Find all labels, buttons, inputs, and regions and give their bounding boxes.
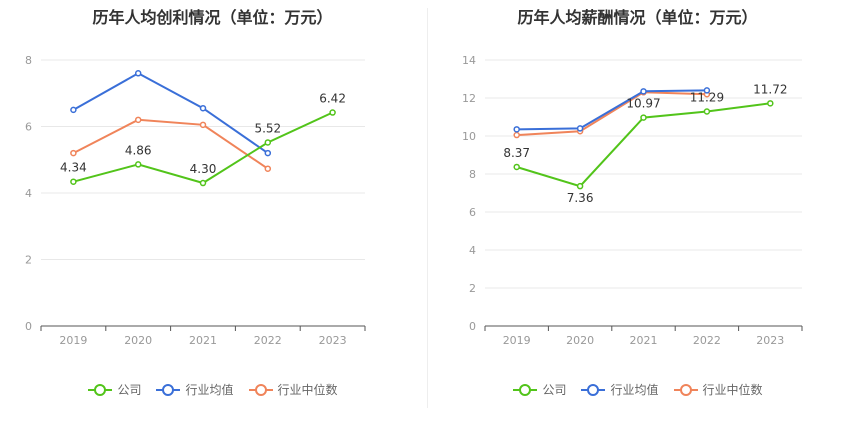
- data-point-company: [264, 139, 272, 146]
- data-point-company: [513, 163, 520, 171]
- chart-per-capita-profit: 历年人均创利情况（单位：万元） 0 2 4 6 8 2019 2020 2021 2022 202…: [0, 8, 425, 398]
- plot-area: 0 2 4 6 8 2019 2020 2021 2022 2023 4.34 4.86 4.30 5.5…: [25, 54, 366, 347]
- y-tick-label: 2: [469, 282, 476, 295]
- data-point-company: [767, 100, 774, 107]
- data-label: 11.72: [753, 82, 787, 96]
- data-point-industry-median: [199, 121, 207, 129]
- legend-item-company[interactable]: 公司: [512, 381, 566, 398]
- legend-label-industry-median: 行业中位数: [702, 383, 763, 397]
- data-point-industry-avg: [70, 106, 77, 114]
- x-tick-label: 2022: [693, 334, 721, 347]
- legend: 公司 行业均值 行业中位数: [0, 381, 425, 398]
- data-point-industry-avg: [134, 70, 142, 77]
- legend-item-industry-median[interactable]: 行业中位数: [248, 381, 338, 398]
- data-point-industry-avg: [513, 126, 520, 133]
- data-point-industry-avg: [264, 149, 272, 157]
- data-label: 10.97: [626, 97, 660, 111]
- y-tick-label: 8: [469, 168, 476, 181]
- data-point-company: [199, 179, 207, 187]
- data-label: 7.36: [567, 191, 594, 205]
- y-tick-label: 0: [25, 320, 32, 333]
- data-label: 8.37: [503, 146, 530, 160]
- legend-label-company: 公司: [117, 383, 142, 397]
- data-label: 6.42: [319, 92, 346, 106]
- series-line-industry-avg: [72, 72, 269, 154]
- legend-industry-avg-icon: [156, 383, 181, 396]
- legend-item-industry-avg[interactable]: 行业均值: [580, 381, 659, 398]
- data-label: 4.86: [125, 143, 152, 157]
- legend-item-industry-avg[interactable]: 行业均值: [155, 381, 234, 398]
- data-point-company: [134, 161, 142, 168]
- x-tick-label: 2019: [59, 334, 87, 347]
- x-tick-label: 2022: [254, 334, 282, 347]
- legend-company-icon: [513, 383, 538, 396]
- y-tick-label: 6: [25, 121, 32, 134]
- series-line-industry-median: [72, 118, 269, 170]
- y-tick-label: 4: [469, 244, 476, 257]
- y-tick-label: 4: [25, 187, 32, 200]
- plot-area: 0 2 4 6 8 10 12 14 2019 2020 2021 2022 2023 8.37 7.36 1…: [462, 54, 803, 347]
- x-tick-label: 2023: [319, 334, 347, 347]
- y-tick-label: 2: [25, 254, 32, 267]
- series-line-industry-avg: [516, 89, 707, 131]
- legend-industry-median-icon: [248, 383, 273, 396]
- x-tick-label: 2023: [756, 334, 784, 347]
- legend-industry-avg-icon: [581, 383, 606, 396]
- legend-item-company[interactable]: 公司: [87, 381, 141, 398]
- data-point-company: [640, 114, 647, 121]
- legend-industry-median-icon: [673, 383, 698, 396]
- data-label: 11.29: [690, 90, 724, 104]
- panel-divider: [427, 8, 428, 408]
- data-point-industry-avg: [640, 88, 647, 95]
- legend: 公司 行业均值 行业中位数: [425, 381, 850, 398]
- x-tick-label: 2021: [630, 334, 658, 347]
- data-label: 4.30: [190, 162, 217, 176]
- series-line-industry-median: [516, 91, 707, 137]
- y-tick-label: 14: [462, 54, 476, 67]
- y-tick-label: 12: [462, 92, 476, 105]
- y-tick-label: 6: [469, 206, 476, 219]
- legend-label-industry-avg: 行业均值: [610, 383, 659, 397]
- data-point-company: [703, 108, 711, 115]
- x-tick-label: 2019: [503, 334, 531, 347]
- data-point-industry-median: [70, 149, 77, 157]
- legend-label-industry-avg: 行业均值: [185, 383, 234, 397]
- y-tick-label: 0: [469, 320, 476, 333]
- data-point-industry-median: [513, 131, 520, 139]
- data-point-industry-avg: [576, 125, 584, 132]
- data-point-industry-median: [264, 165, 272, 172]
- x-tick-label: 2021: [189, 334, 217, 347]
- data-point-company: [329, 109, 336, 116]
- data-point-company: [576, 182, 584, 190]
- chart-title: 历年人均薪酬情况（单位：万元）: [517, 8, 758, 27]
- x-tick-label: 2020: [124, 334, 152, 347]
- x-tick-label: 2020: [566, 334, 594, 347]
- data-label: 5.52: [254, 121, 281, 135]
- chart-per-capita-salary: 历年人均薪酬情况（单位：万元） 0 2 4 6 8 10 12 14 2019 2020 2021 2…: [425, 0, 850, 437]
- legend-label-industry-median: 行业中位数: [277, 383, 338, 397]
- legend-label-company: 公司: [542, 383, 567, 397]
- data-point-industry-avg: [703, 87, 711, 94]
- y-tick-label: 10: [462, 130, 476, 143]
- data-point-industry-avg: [199, 104, 207, 112]
- y-tick-label: 8: [25, 54, 32, 67]
- legend-company-icon: [88, 383, 113, 396]
- data-point-company: [70, 178, 77, 185]
- data-point-industry-median: [134, 116, 142, 124]
- chart-title: 历年人均创利情况（单位：万元）: [92, 8, 333, 27]
- legend-item-industry-median[interactable]: 行业中位数: [673, 381, 763, 398]
- data-label: 4.34: [60, 161, 87, 175]
